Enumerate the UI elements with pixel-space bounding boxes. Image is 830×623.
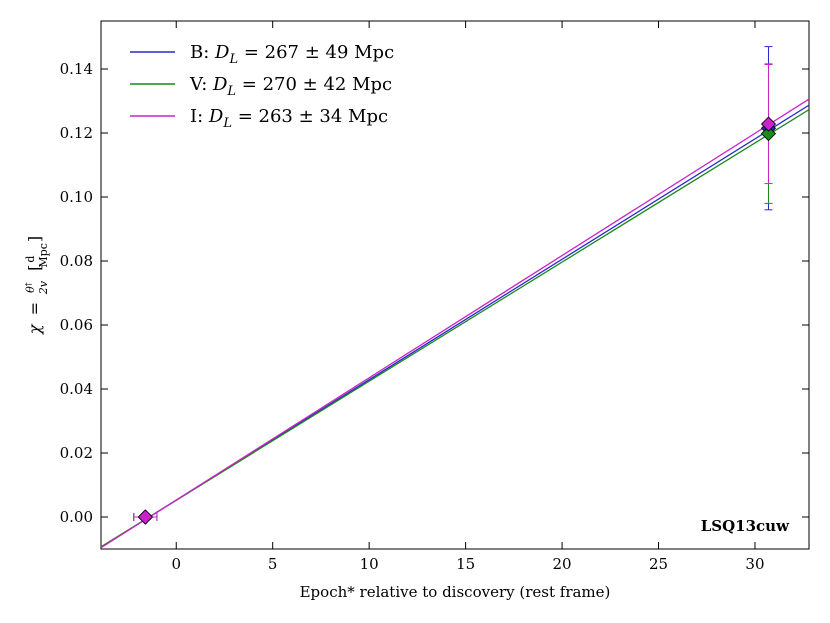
y-axis-label: χ = θ† 2v [ dMpc] [24, 236, 51, 335]
x-tick-label: 15 [456, 555, 475, 573]
legend-label-V: V: DL = 270 ± 42 Mpc [189, 74, 392, 99]
fit-line-V [101, 109, 809, 548]
y-label-unit-d: d [24, 256, 37, 263]
y-tick-label: 0.06 [60, 316, 93, 334]
y-tick-label: 0.14 [60, 60, 93, 78]
legend-label-B: B: DL = 267 ± 49 Mpc [190, 42, 394, 67]
y-label-eq: = [25, 302, 44, 315]
y-label-unit-mpc: Mpc [37, 243, 50, 267]
y-label-dagger: † [24, 282, 33, 286]
x-axis-label: Epoch* relative to discovery (rest frame… [300, 583, 611, 601]
legend: B: DL = 267 ± 49 Mpc V: DL = 270 ± 42 Mpc… [130, 42, 394, 131]
y-tick-label: 0.12 [60, 124, 93, 142]
fit-line-I [101, 98, 809, 549]
y-label-bracket-open: [ [25, 265, 44, 271]
y-tick-label: 0.04 [60, 380, 93, 398]
y-tick-label: 0.10 [60, 188, 93, 206]
x-tick-label: 5 [268, 555, 278, 573]
y-tick-label: 0.02 [60, 444, 93, 462]
data-point-I [760, 116, 777, 132]
y-label-theta: θ [24, 286, 37, 293]
axis-ticks [101, 21, 809, 549]
data-point-I [137, 509, 153, 525]
y-tick-label: 0.08 [60, 252, 93, 270]
svg-text:χ = θ†2v [dM: χ = θ† 2v [ dMpc] [24, 236, 51, 335]
x-tick-label: 0 [171, 555, 181, 573]
plot-area [100, 20, 810, 550]
plot-content [101, 46, 809, 549]
tick-labels: 0 5 10 15 20 25 30 0.00 0.02 0.04 0.06 0.08 0.10 0.12… [60, 60, 765, 573]
x-tick-label: 30 [745, 555, 764, 573]
x-tick-label: 25 [649, 555, 668, 573]
y-label-bracket-close: ] [25, 236, 44, 242]
x-tick-label: 10 [360, 555, 379, 573]
y-label-chi: χ [25, 323, 44, 335]
x-tick-label: 20 [553, 555, 572, 573]
legend-label-I: I: DL = 263 ± 34 Mpc [190, 106, 388, 131]
data-point-V [760, 126, 777, 142]
y-tick-label: 0.00 [60, 508, 93, 526]
y-label-2v: 2v [37, 280, 50, 295]
object-annotation: LSQ13cuw [701, 517, 790, 535]
